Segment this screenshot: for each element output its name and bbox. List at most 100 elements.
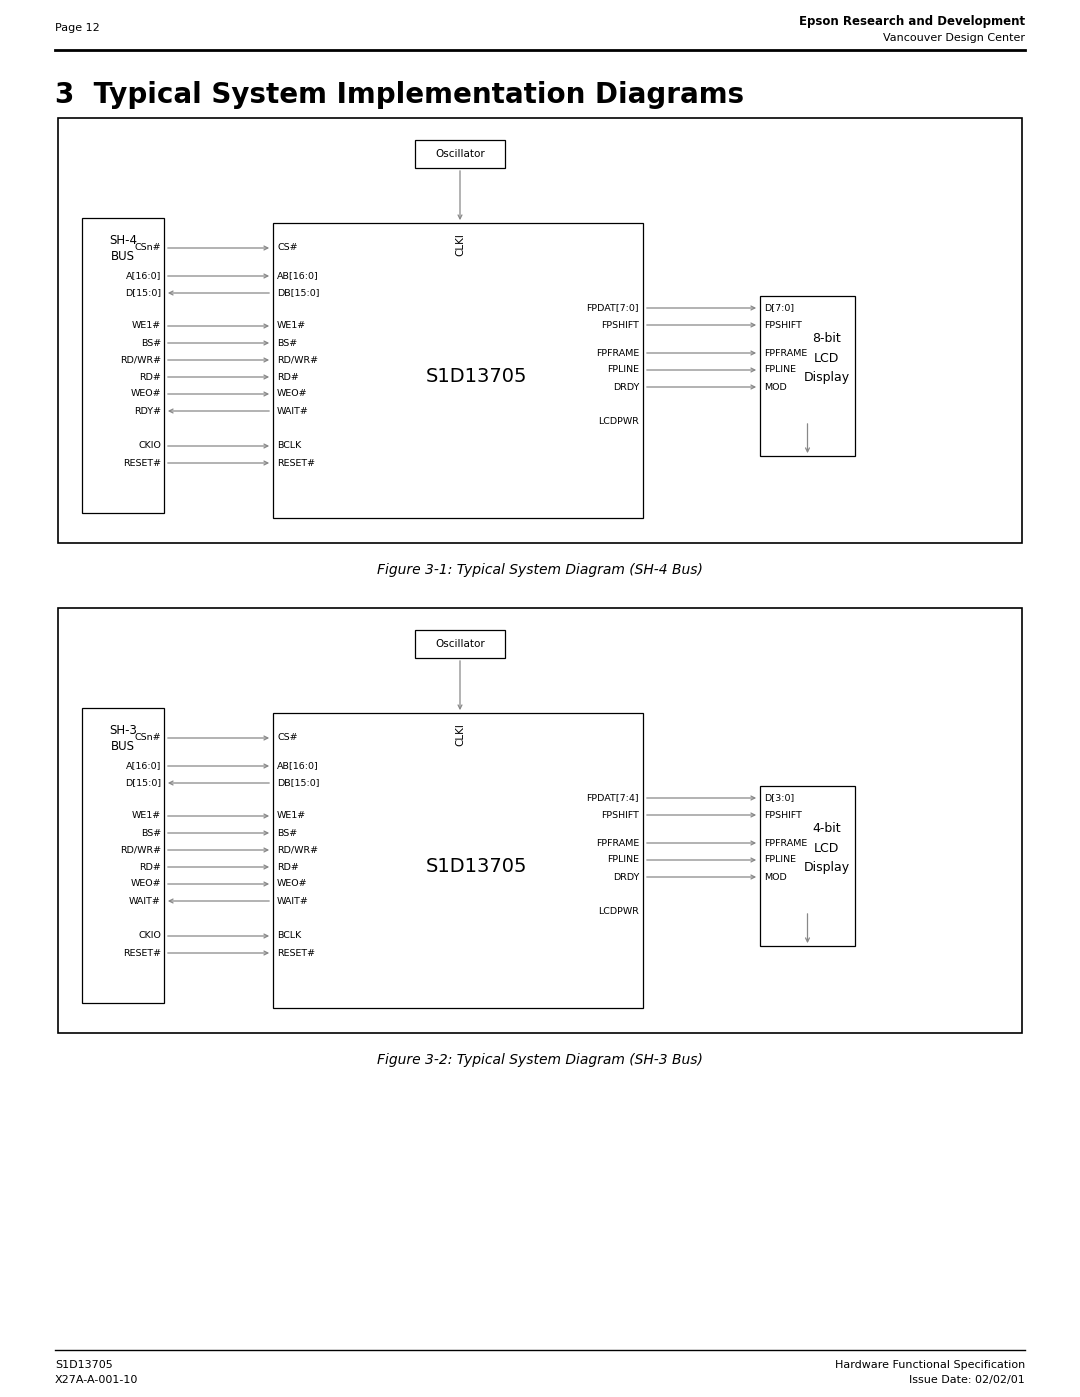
Text: RD#: RD# xyxy=(139,862,161,872)
Text: BS#: BS# xyxy=(276,828,297,837)
Text: RESET#: RESET# xyxy=(123,458,161,468)
Text: RESET#: RESET# xyxy=(276,949,315,957)
Text: SH-3: SH-3 xyxy=(109,724,137,736)
Text: 3  Typical System Implementation Diagrams: 3 Typical System Implementation Diagrams xyxy=(55,81,744,109)
Text: FPSHIFT: FPSHIFT xyxy=(764,810,801,820)
Text: DB[15:0]: DB[15:0] xyxy=(276,289,320,298)
Text: SH-4: SH-4 xyxy=(109,233,137,246)
Text: FPDAT[7:4]: FPDAT[7:4] xyxy=(586,793,639,802)
Text: LCD: LCD xyxy=(814,352,839,365)
Text: LCD: LCD xyxy=(814,841,839,855)
Text: FPFRAME: FPFRAME xyxy=(764,348,807,358)
Text: CS#: CS# xyxy=(276,733,298,742)
Text: A[16:0]: A[16:0] xyxy=(125,271,161,281)
Text: RD/WR#: RD/WR# xyxy=(276,355,319,365)
Text: DRDY: DRDY xyxy=(612,383,639,391)
Text: WE1#: WE1# xyxy=(276,321,307,331)
Text: Vancouver Design Center: Vancouver Design Center xyxy=(883,34,1025,43)
Text: BS#: BS# xyxy=(276,338,297,348)
Text: A[16:0]: A[16:0] xyxy=(125,761,161,771)
Text: CLKI: CLKI xyxy=(455,233,465,257)
Text: Display: Display xyxy=(804,862,850,875)
Text: BUS: BUS xyxy=(111,739,135,753)
Text: RD/WR#: RD/WR# xyxy=(120,845,161,855)
Bar xyxy=(760,296,855,455)
Text: CLKI: CLKI xyxy=(455,724,465,746)
Text: WE1#: WE1# xyxy=(132,321,161,331)
Text: Page 12: Page 12 xyxy=(55,22,99,34)
Text: CKIO: CKIO xyxy=(138,441,161,450)
Text: Display: Display xyxy=(804,372,850,384)
Text: S1D13705: S1D13705 xyxy=(426,367,527,386)
Text: Figure 3-1: Typical System Diagram (SH-4 Bus): Figure 3-1: Typical System Diagram (SH-4… xyxy=(377,563,703,577)
Text: RD#: RD# xyxy=(276,373,299,381)
Text: FPFRAME: FPFRAME xyxy=(596,348,639,358)
Text: FPSHIFT: FPSHIFT xyxy=(602,320,639,330)
Text: AB[16:0]: AB[16:0] xyxy=(276,271,319,281)
Text: FPFRAME: FPFRAME xyxy=(596,838,639,848)
Text: RD#: RD# xyxy=(139,373,161,381)
Text: RD/WR#: RD/WR# xyxy=(120,355,161,365)
Text: CS#: CS# xyxy=(276,243,298,253)
Bar xyxy=(58,117,1022,543)
Text: D[15:0]: D[15:0] xyxy=(125,778,161,788)
Bar xyxy=(415,140,505,168)
Text: D[7:0]: D[7:0] xyxy=(764,303,794,313)
Text: FPDAT[7:0]: FPDAT[7:0] xyxy=(586,303,639,313)
Text: BCLK: BCLK xyxy=(276,441,301,450)
Text: Issue Date: 02/02/01: Issue Date: 02/02/01 xyxy=(909,1375,1025,1384)
Text: FPLINE: FPLINE xyxy=(607,855,639,865)
Bar xyxy=(760,787,855,946)
Text: Figure 3-2: Typical System Diagram (SH-3 Bus): Figure 3-2: Typical System Diagram (SH-3… xyxy=(377,1053,703,1067)
Text: WEO#: WEO# xyxy=(131,390,161,398)
Text: DRDY: DRDY xyxy=(612,873,639,882)
Text: WEO#: WEO# xyxy=(131,880,161,888)
Text: WE1#: WE1# xyxy=(276,812,307,820)
Text: Hardware Functional Specification: Hardware Functional Specification xyxy=(835,1361,1025,1370)
Bar xyxy=(82,708,164,1003)
Text: WAIT#: WAIT# xyxy=(130,897,161,905)
Text: WE1#: WE1# xyxy=(132,812,161,820)
Text: X27A-A-001-10: X27A-A-001-10 xyxy=(55,1375,138,1384)
Text: Oscillator: Oscillator xyxy=(435,638,485,650)
Text: MOD: MOD xyxy=(764,383,786,391)
Bar xyxy=(58,608,1022,1032)
Text: FPSHIFT: FPSHIFT xyxy=(764,320,801,330)
Text: FPSHIFT: FPSHIFT xyxy=(602,810,639,820)
Text: WAIT#: WAIT# xyxy=(276,407,309,415)
Text: 4-bit: 4-bit xyxy=(812,821,841,834)
Text: FPLINE: FPLINE xyxy=(764,366,796,374)
Text: FPFRAME: FPFRAME xyxy=(764,838,807,848)
Text: BS#: BS# xyxy=(140,828,161,837)
Text: RDY#: RDY# xyxy=(134,407,161,415)
Text: WAIT#: WAIT# xyxy=(276,897,309,905)
Text: LCDPWR: LCDPWR xyxy=(598,416,639,426)
Text: MOD: MOD xyxy=(764,873,786,882)
Text: Epson Research and Development: Epson Research and Development xyxy=(799,15,1025,28)
Text: CSn#: CSn# xyxy=(134,733,161,742)
Text: BS#: BS# xyxy=(140,338,161,348)
Text: WEO#: WEO# xyxy=(276,880,308,888)
Text: RESET#: RESET# xyxy=(123,949,161,957)
Text: RD/WR#: RD/WR# xyxy=(276,845,319,855)
Text: LCDPWR: LCDPWR xyxy=(598,907,639,915)
Bar xyxy=(273,712,643,1009)
Text: D[3:0]: D[3:0] xyxy=(764,793,794,802)
Text: RESET#: RESET# xyxy=(276,458,315,468)
Text: WEO#: WEO# xyxy=(276,390,308,398)
Text: DB[15:0]: DB[15:0] xyxy=(276,778,320,788)
Text: BUS: BUS xyxy=(111,250,135,263)
Text: CSn#: CSn# xyxy=(134,243,161,253)
Text: AB[16:0]: AB[16:0] xyxy=(276,761,319,771)
Text: S1D13705: S1D13705 xyxy=(426,856,527,876)
Text: RD#: RD# xyxy=(276,862,299,872)
Text: D[15:0]: D[15:0] xyxy=(125,289,161,298)
Text: FPLINE: FPLINE xyxy=(607,366,639,374)
Bar xyxy=(273,224,643,518)
Bar xyxy=(415,630,505,658)
Text: S1D13705: S1D13705 xyxy=(55,1361,112,1370)
Text: 8-bit: 8-bit xyxy=(812,331,841,345)
Text: BCLK: BCLK xyxy=(276,932,301,940)
Text: FPLINE: FPLINE xyxy=(764,855,796,865)
Text: Oscillator: Oscillator xyxy=(435,149,485,159)
